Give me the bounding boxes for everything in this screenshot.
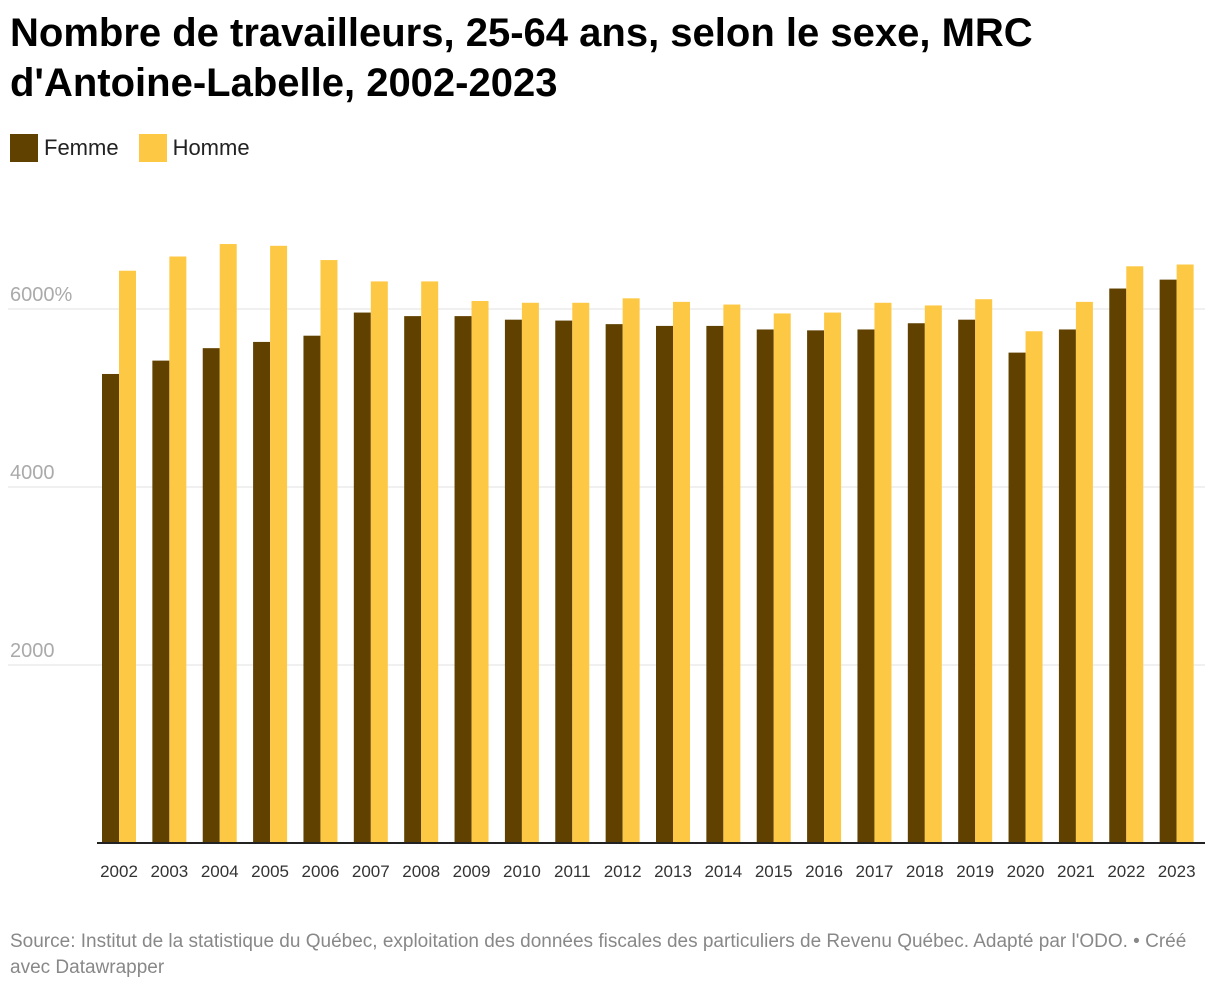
legend-item-femme: Femme xyxy=(10,134,119,162)
bar-homme-2023 xyxy=(1176,264,1194,843)
bar-femme-2023 xyxy=(1159,279,1177,843)
x-tick-label-2011: 2011 xyxy=(554,862,591,881)
source-note: Source: Institut de la statistique du Qu… xyxy=(10,931,1187,978)
bar-homme-2002 xyxy=(119,270,136,844)
bar-homme-2011 xyxy=(572,302,590,843)
bar-homme-2016 xyxy=(824,312,842,843)
x-tick-label-2010: 2010 xyxy=(503,862,541,881)
bar-femme-2018 xyxy=(907,323,925,843)
x-tick-label-2014: 2014 xyxy=(704,862,742,881)
legend-swatch-femme xyxy=(10,134,38,162)
legend-item-homme: Homme xyxy=(138,134,250,162)
bar-homme-2020 xyxy=(1025,331,1043,843)
chart-title: Nombre de travailleurs, 25-64 ans, selon… xyxy=(10,11,1033,105)
bar-homme-2018 xyxy=(924,305,942,843)
bar-femme-2012 xyxy=(605,324,623,843)
bar-femme-2006 xyxy=(303,335,321,843)
bar-femme-2003 xyxy=(152,360,170,843)
x-tick-label-2013: 2013 xyxy=(654,862,692,881)
x-tick-label-2006: 2006 xyxy=(302,862,340,881)
legend-label-homme: Homme xyxy=(172,135,250,160)
bar-homme-2010 xyxy=(521,302,539,843)
bar-homme-2005 xyxy=(270,245,288,843)
bar-femme-2002 xyxy=(102,373,119,843)
x-tick-label-2004: 2004 xyxy=(201,862,239,881)
bar-homme-2021 xyxy=(1075,301,1093,843)
x-tick-label-2015: 2015 xyxy=(755,862,793,881)
x-tick-label-2008: 2008 xyxy=(402,862,440,881)
bar-femme-2009 xyxy=(454,316,472,843)
legend-label-femme: Femme xyxy=(44,135,119,160)
bar-homme-2004 xyxy=(219,244,237,843)
bar-femme-2015 xyxy=(756,329,774,844)
bar-femme-2004 xyxy=(202,348,220,843)
x-tick-label-2021: 2021 xyxy=(1057,862,1095,881)
y-tick-label-4000: 4000 xyxy=(10,462,55,484)
bar-homme-2012 xyxy=(622,298,640,843)
bar-femme-2005 xyxy=(253,341,271,843)
bar-homme-2003 xyxy=(169,256,187,843)
x-tick-label-2007: 2007 xyxy=(352,862,390,881)
y-tick-label-2000: 2000 xyxy=(10,640,55,662)
bar-homme-2022 xyxy=(1126,266,1144,843)
bar-femme-2011 xyxy=(555,320,573,843)
bar-femme-2020 xyxy=(1008,352,1026,843)
bar-femme-2013 xyxy=(656,325,673,843)
bar-homme-2015 xyxy=(773,313,791,843)
bar-femme-2017 xyxy=(857,329,875,844)
x-tick-label-2019: 2019 xyxy=(956,862,994,881)
x-tick-label-2005: 2005 xyxy=(251,862,289,881)
bar-homme-2008 xyxy=(421,281,439,843)
legend-swatch-homme xyxy=(138,134,167,162)
x-tick-label-2022: 2022 xyxy=(1107,862,1145,881)
bar-homme-2009 xyxy=(471,300,489,843)
legend: Femme Homme xyxy=(10,132,270,164)
x-tick-label-2020: 2020 xyxy=(1007,862,1045,881)
y-tick-label-6000: 6000% xyxy=(10,284,72,306)
bar-femme-2019 xyxy=(958,319,976,843)
x-tick-label-2017: 2017 xyxy=(856,862,894,881)
x-tick-label-2003: 2003 xyxy=(150,862,188,881)
bar-femme-2016 xyxy=(807,330,825,843)
bar-femme-2022 xyxy=(1109,288,1127,843)
bar-femme-2008 xyxy=(404,316,422,843)
bar-femme-2010 xyxy=(504,319,522,843)
x-tick-label-2023: 2023 xyxy=(1158,862,1196,881)
x-tick-label-2012: 2012 xyxy=(604,862,642,881)
bar-homme-2017 xyxy=(874,302,892,843)
x-tick-label-2002: 2002 xyxy=(100,862,138,881)
bar-homme-2007 xyxy=(370,281,388,843)
bar-femme-2007 xyxy=(353,312,371,843)
bar-homme-2014 xyxy=(723,304,741,843)
x-tick-label-2016: 2016 xyxy=(805,862,843,881)
bar-homme-2013 xyxy=(673,301,690,843)
x-tick-label-2009: 2009 xyxy=(453,862,491,881)
bar-femme-2014 xyxy=(706,325,724,843)
bar-homme-2019 xyxy=(975,299,993,844)
bar-femme-2021 xyxy=(1058,329,1076,844)
x-tick-label-2018: 2018 xyxy=(906,862,944,881)
bar-homme-2006 xyxy=(320,260,338,843)
bar-chart: 2000 4000 6000% 2002 2003 2004 2005 2006 2007 200… xyxy=(8,244,1205,881)
